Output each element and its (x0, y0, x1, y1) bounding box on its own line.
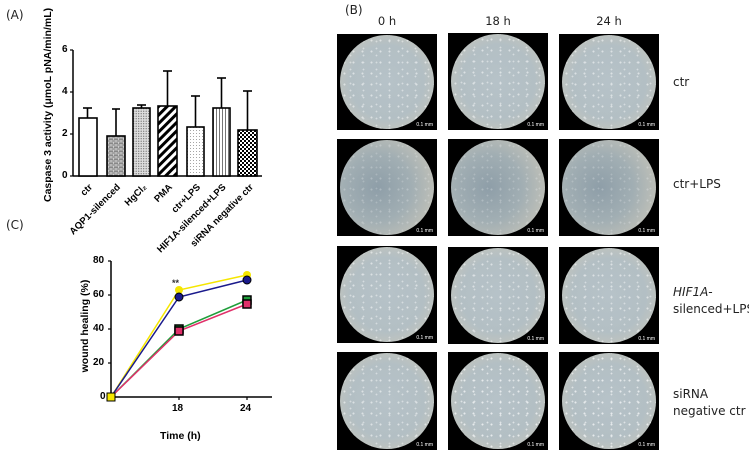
panel-b-label: (B) (345, 3, 363, 17)
significance-annotation: ** (172, 278, 180, 288)
line-plot-area (106, 260, 272, 402)
wound-healing-line-chart: wound healing (%) 80 60 40 20 0 ** 18 24… (0, 240, 300, 454)
y-tick: 0 (100, 391, 106, 402)
micrograph-sirna-18h: 0.1 mm (448, 352, 548, 450)
line-x-axis-title: Time (h) (160, 430, 201, 442)
row-label-sirna: siRNA negative ctr (673, 387, 746, 418)
y-tick: 0 (62, 170, 68, 181)
micrograph-grid: 0 h 18 h 24 h 0.1 mm 0.1 mm 0.1 mm ctr 0… (330, 0, 749, 454)
y-tick: 20 (93, 357, 105, 368)
micrograph-ctr-lps-18h: 0.1 mm (448, 139, 548, 236)
column-header: 0 h (377, 14, 397, 28)
y-tick: 4 (62, 86, 68, 97)
y-tick: 2 (62, 128, 68, 139)
y-tick: 80 (93, 255, 105, 266)
column-header: 18 h (485, 14, 511, 28)
row-label-ctr-lps: ctr+LPS (673, 177, 721, 191)
x-tick: 18 (172, 403, 184, 414)
panel-c-label: (C) (6, 218, 24, 232)
caspase-bar-chart: Caspase 3 activity (μmoL pNA/min/mL) 6 4… (0, 0, 300, 255)
micrograph-ctr-lps-0h: 0.1 mm (337, 139, 437, 236)
micrograph-hif1a-24h: 0.1 mm (559, 247, 659, 344)
row-label-ctr: ctr (673, 75, 690, 89)
row-label-hif1a: HIF1A-silenced+LPS (673, 285, 749, 316)
y-tick: 6 (62, 44, 68, 55)
bar-plot-area (70, 49, 262, 177)
micrograph-ctr-lps-24h: 0.1 mm (559, 139, 659, 236)
micrograph-ctr-18h: 0.1 mm (448, 33, 548, 130)
y-tick: 60 (93, 289, 105, 300)
micrograph-hif1a-0h: 0.1 mm (337, 246, 437, 343)
column-header: 24 h (596, 14, 622, 28)
x-tick: 24 (240, 403, 252, 414)
micrograph-ctr-24h: 0.1 mm (559, 34, 659, 130)
micrograph-sirna-24h: 0.1 mm (559, 352, 659, 450)
micrograph-hif1a-18h: 0.1 mm (448, 247, 548, 344)
panel-a-label: (A) (6, 8, 24, 22)
micrograph-sirna-0h: 0.1 mm (337, 352, 437, 450)
micrograph-ctr-0h: 0.1 mm (337, 34, 437, 130)
y-tick: 40 (93, 323, 105, 334)
